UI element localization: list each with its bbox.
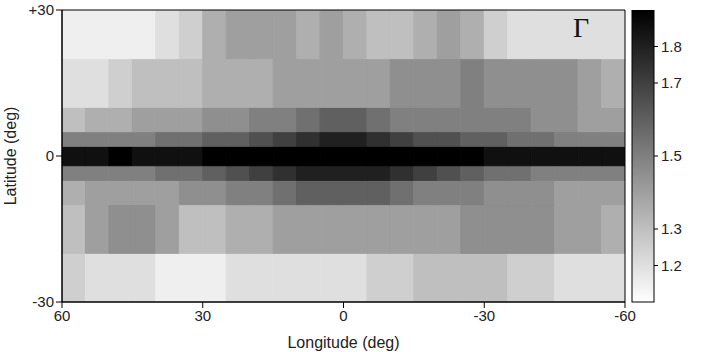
svg-text:1.7: 1.7 <box>661 74 682 91</box>
html-text:Γ: Γ <box>573 12 590 43</box>
svg-text:30: 30 <box>194 307 211 324</box>
svg-text:-60: -60 <box>614 307 636 324</box>
svg-text:+30: +30 <box>29 1 54 18</box>
svg-text:Latitude (deg): Latitude (deg) <box>2 107 19 206</box>
svg-text:0: 0 <box>339 307 347 324</box>
svg-text:Longitude (deg): Longitude (deg) <box>287 334 399 351</box>
svg-text:1.8: 1.8 <box>661 38 682 55</box>
svg-text:-30: -30 <box>473 307 495 324</box>
svg-text:1.5: 1.5 <box>661 147 682 164</box>
svg-text:1.3: 1.3 <box>661 220 682 237</box>
svg-text:60: 60 <box>54 307 71 324</box>
svg-text:1.2: 1.2 <box>661 257 682 274</box>
svg-text:-30: -30 <box>32 293 54 310</box>
svg-text:0: 0 <box>46 147 54 164</box>
